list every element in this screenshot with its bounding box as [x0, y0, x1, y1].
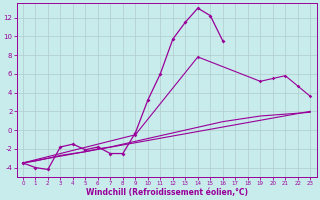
X-axis label: Windchill (Refroidissement éolien,°C): Windchill (Refroidissement éolien,°C) [85, 188, 248, 197]
